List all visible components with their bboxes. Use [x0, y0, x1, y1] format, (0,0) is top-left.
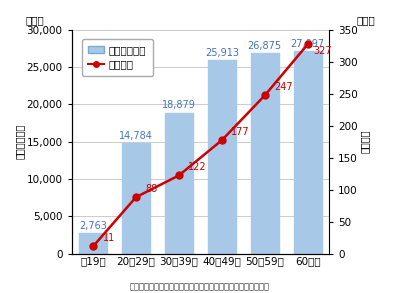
- Bar: [208, 60, 236, 253]
- Text: 2,763: 2,763: [79, 221, 107, 231]
- Y-axis label: 死亡災害: 死亡災害: [359, 130, 369, 153]
- Text: 247: 247: [274, 82, 293, 92]
- Text: （件）: （件）: [357, 15, 376, 25]
- Text: （厉生労働省「平成２７年　労働者死傷病報告」を基に作成）: （厉生労働省「平成２７年 労働者死傷病報告」を基に作成）: [130, 282, 270, 292]
- Text: 14,784: 14,784: [119, 131, 153, 141]
- Bar: [165, 113, 193, 253]
- Legend: 休業４日以上, 死亡災害: 休業４日以上, 死亡災害: [82, 39, 153, 76]
- Text: 122: 122: [188, 162, 207, 172]
- Text: 27,097: 27,097: [291, 39, 325, 49]
- Bar: [122, 143, 150, 253]
- Text: 11: 11: [102, 233, 115, 243]
- Text: 25,913: 25,913: [205, 48, 239, 58]
- Text: 327: 327: [313, 46, 332, 56]
- Text: 177: 177: [231, 127, 250, 137]
- Bar: [294, 51, 322, 253]
- Text: 88: 88: [146, 184, 158, 194]
- Y-axis label: 休業４日以上: 休業４日以上: [15, 124, 25, 159]
- Text: （件）: （件）: [25, 15, 44, 25]
- Bar: [79, 233, 107, 253]
- Text: 18,879: 18,879: [162, 100, 196, 110]
- Bar: [251, 53, 279, 253]
- Text: 26,875: 26,875: [248, 41, 282, 51]
